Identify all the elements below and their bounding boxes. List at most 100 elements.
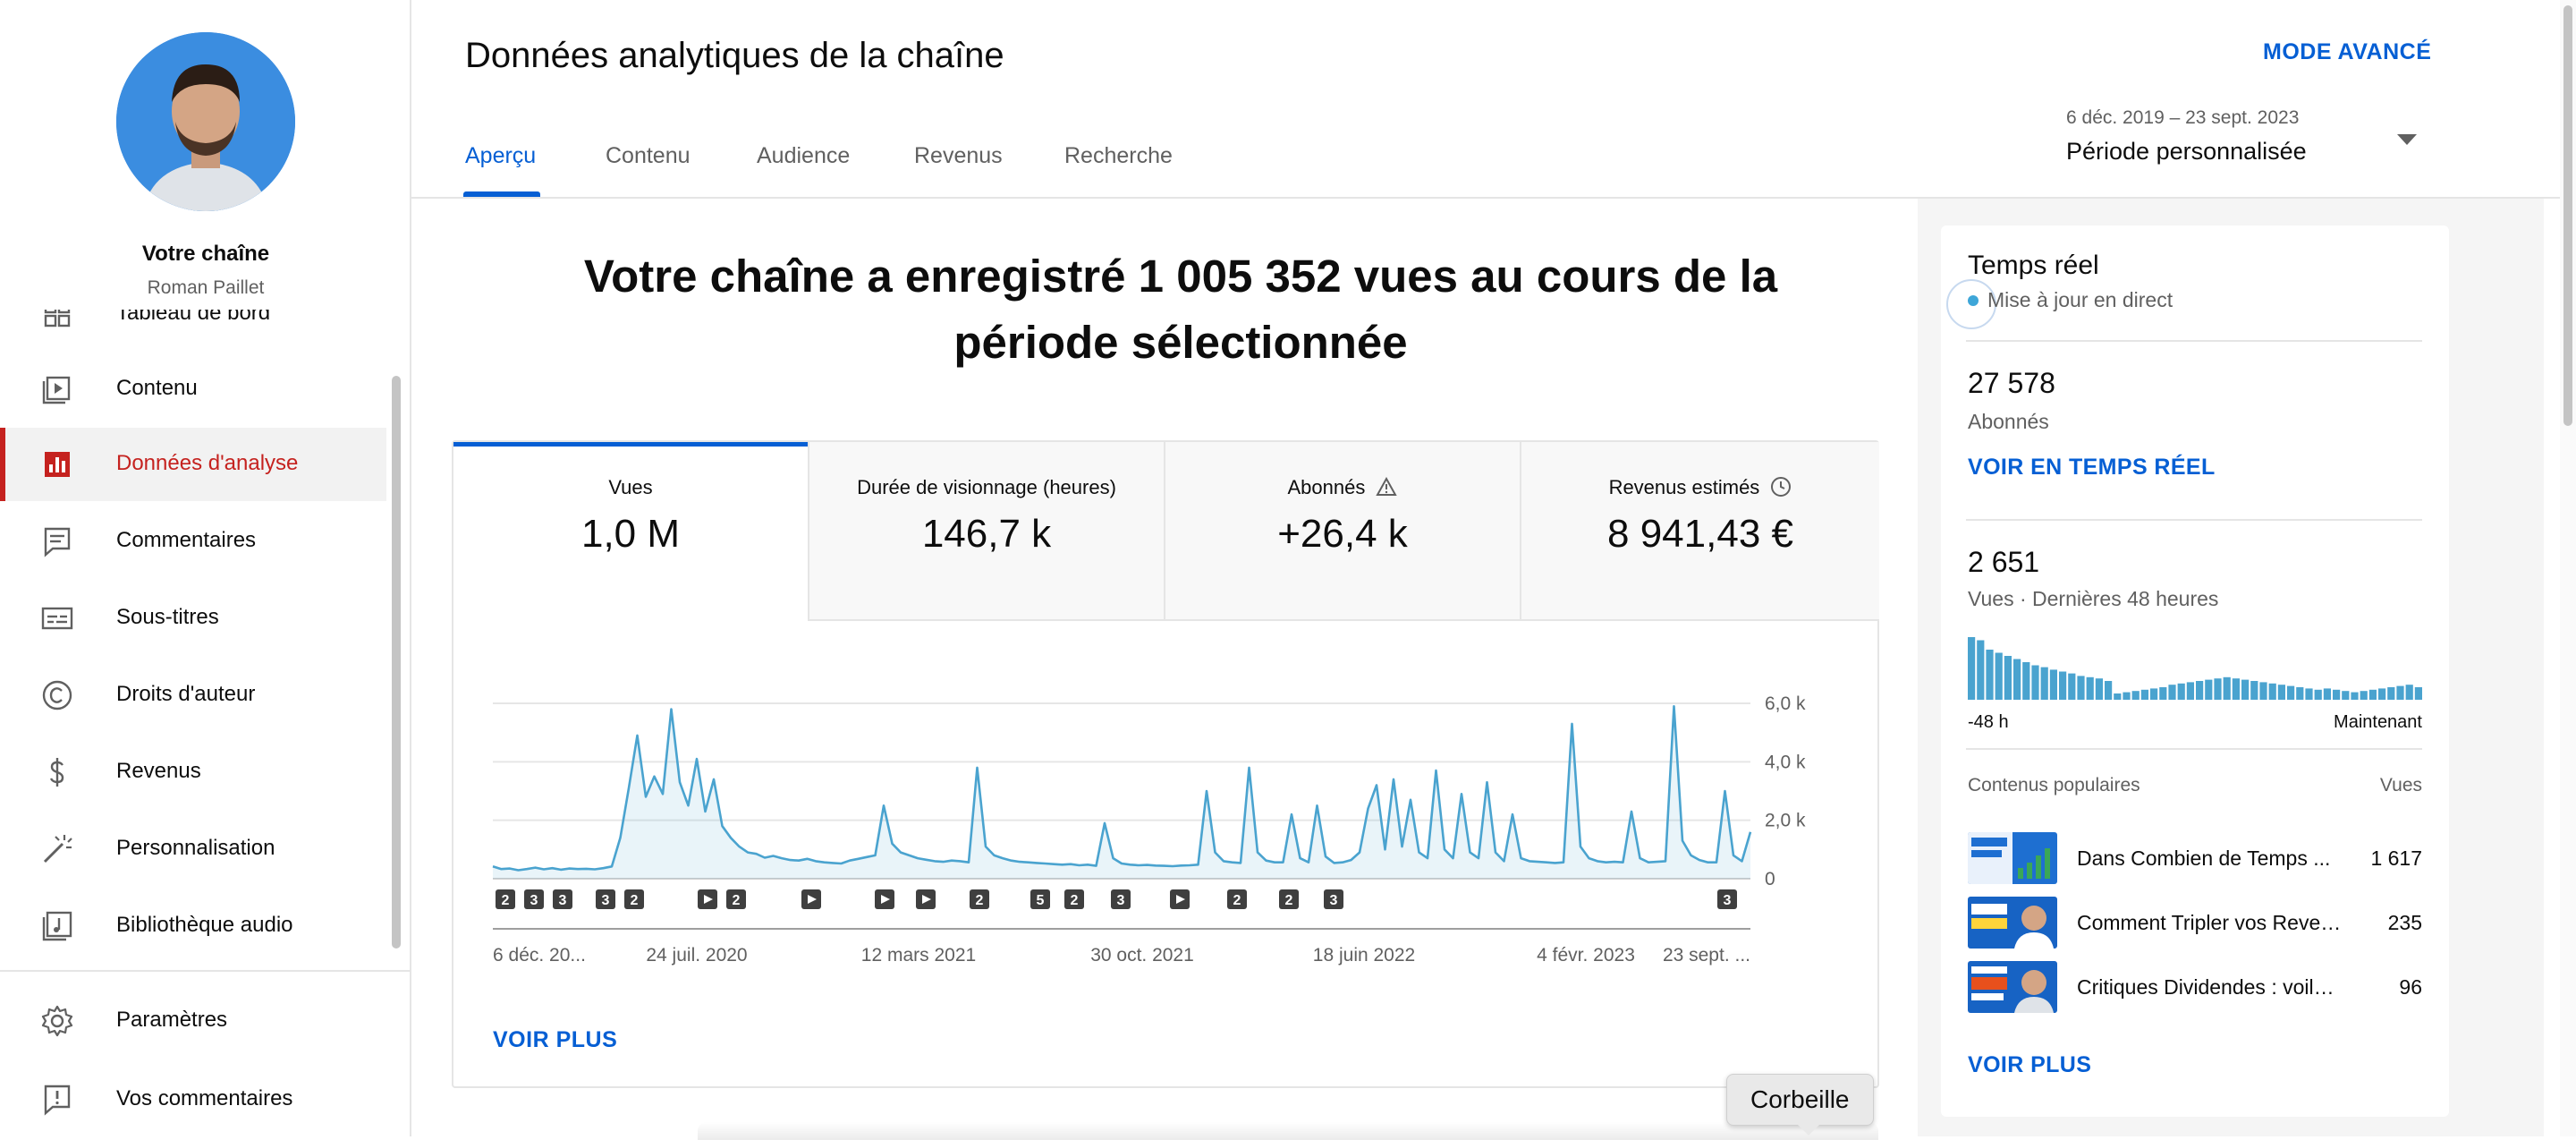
realtime-bar — [2123, 692, 2131, 700]
popular-views-label: Vues — [2379, 775, 2422, 795]
tab-research[interactable]: Recherche — [1064, 143, 1173, 168]
sidebar-item-subtitles[interactable]: Sous-titres — [0, 582, 386, 655]
realtime-bar — [2031, 665, 2039, 700]
views-series-line — [492, 705, 1752, 872]
sidebar-item-feedback[interactable]: Vos commentaires — [0, 1063, 386, 1136]
advanced-mode-button[interactable]: MODE AVANCÉ — [2263, 39, 2432, 64]
header-divider — [411, 197, 2576, 199]
chevron-down-icon[interactable] — [2397, 134, 2417, 145]
tab-revenue[interactable]: Revenus — [914, 143, 1003, 168]
sidebar-item-label: Bibliothèque audio — [116, 913, 293, 937]
realtime-bar — [2259, 682, 2267, 700]
realtime-bar — [2004, 656, 2012, 700]
popular-content-label: Contenus populaires — [1968, 775, 2140, 795]
realtime-card: Temps réel Mise à jour en direct 27 578 … — [1941, 225, 2449, 1117]
tab-audience[interactable]: Audience — [757, 143, 851, 168]
metric-selected-bar — [453, 442, 808, 447]
date-range-text[interactable]: 6 déc. 2019 – 23 sept. 2023 — [2066, 107, 2300, 128]
chart-event-marker — [496, 889, 515, 909]
marker-count: 3 — [1117, 893, 1125, 908]
realtime-bar — [2168, 685, 2176, 700]
realtime-bar — [2314, 689, 2322, 700]
sidebar-item-revenue[interactable]: Revenus — [0, 736, 386, 809]
realtime-bar — [2342, 691, 2350, 700]
period-selector[interactable]: Période personnalisée — [2066, 138, 2307, 165]
avatar[interactable] — [116, 32, 295, 211]
realtime-bar — [1977, 640, 1985, 700]
audio-library-icon — [42, 911, 72, 941]
realtime-bar — [2323, 688, 2331, 700]
realtime-bar — [2305, 688, 2313, 700]
realtime-bar — [2205, 679, 2213, 700]
sidebar-item-dashboard[interactable]: Tableau de bord — [0, 310, 386, 351]
chart-event-marker — [624, 889, 644, 909]
realtime-bar — [2214, 678, 2222, 700]
realtime-subscribers-value: 27 578 — [1968, 367, 2055, 399]
realtime-bar — [2351, 692, 2359, 700]
realtime-bar-chart[interactable] — [1968, 637, 2422, 700]
tab-overview[interactable]: Aperçu — [465, 143, 537, 168]
see-more-button[interactable]: VOIR PLUS — [493, 1027, 618, 1052]
chart-event-marker — [1030, 889, 1050, 909]
tab-content[interactable]: Contenu — [606, 143, 691, 168]
popular-item[interactable]: Comment Tripler vos Reven... 235 — [1968, 897, 2422, 950]
marker-count: 2 — [1285, 893, 1293, 908]
window-scrollbar-thumb[interactable] — [2563, 5, 2572, 426]
realtime-see-more-button[interactable]: VOIR PLUS — [1968, 1052, 2092, 1077]
realtime-bar — [1995, 652, 2003, 700]
popular-item[interactable]: Critiques Dividendes : voilà ... 96 — [1968, 961, 2422, 1015]
realtime-bar — [2095, 678, 2103, 700]
realtime-bar — [2059, 671, 2067, 700]
metric-value: +26,4 k — [1277, 512, 1408, 556]
magic-wand-icon — [43, 835, 72, 864]
popular-item-title: Dans Combien de Temps ... — [2077, 846, 2331, 870]
realtime-bar — [2013, 659, 2021, 700]
sidebar-scrollbar[interactable] — [392, 376, 401, 949]
x-tick-label: 24 juil. 2020 — [646, 945, 747, 966]
realtime-bar — [2077, 676, 2085, 700]
popular-item-views: 96 — [2399, 975, 2422, 999]
subtitles-icon — [41, 607, 73, 630]
sidebar-item-label: Tableau de bord — [116, 310, 271, 325]
y-tick-label: 0 — [1765, 869, 1775, 889]
chart-event-marker — [553, 889, 572, 909]
sidebar-item-customization[interactable]: Personnalisation — [0, 812, 386, 886]
y-tick-label: 2,0 k — [1765, 811, 1806, 831]
realtime-bar — [2414, 687, 2422, 700]
copyright-icon — [42, 680, 72, 710]
metric-tab-views[interactable]: Vues 1,0 M — [453, 442, 809, 621]
video-play-icon — [704, 895, 713, 904]
views-line-chart[interactable]: 0 2,0 k 4,0 k 6,0 k 2 3 3 3 2 2 2 5 2 3 2 2 3 3 6 déc. 20.… — [453, 630, 1877, 1006]
see-realtime-button[interactable]: VOIR EN TEMPS RÉEL — [1968, 455, 2216, 480]
realtime-bar — [2159, 687, 2167, 700]
sidebar-item-label: Données d'analyse — [116, 451, 299, 475]
sidebar-item-label: Revenus — [116, 759, 201, 783]
sidebar-item-analytics[interactable]: Données d'analyse — [0, 428, 386, 501]
video-thumbnail — [1968, 832, 2057, 884]
sidebar-item-content[interactable]: Contenu — [0, 353, 386, 426]
metric-tab-subscribers[interactable]: Abonnés +26,4 k — [1165, 442, 1521, 621]
realtime-bar — [2250, 681, 2258, 700]
metric-tab-revenue[interactable]: Revenus estimés 8 941,43 € — [1521, 442, 1879, 621]
realtime-bar — [2368, 689, 2377, 700]
trash-tooltip: Corbeille — [1726, 1074, 1874, 1126]
chart-event-marker — [524, 889, 544, 909]
realtime-subscribers-label: Abonnés — [1968, 410, 2049, 433]
realtime-bar — [2287, 685, 2295, 700]
realtime-bar — [2296, 687, 2304, 700]
popular-item[interactable]: Dans Combien de Temps ... 1 617 — [1968, 832, 2422, 886]
x-tick-label: 12 mars 2021 — [861, 945, 976, 966]
video-play-icon — [1176, 895, 1185, 904]
metric-value: 1,0 M — [580, 512, 681, 556]
sidebar-item-settings[interactable]: Paramètres — [0, 984, 386, 1058]
views-area — [493, 706, 1750, 879]
video-thumbnail — [1968, 897, 2057, 949]
active-indicator — [0, 428, 5, 501]
realtime-bar — [2040, 667, 2048, 700]
sidebar-item-audio-library[interactable]: Bibliothèque audio — [0, 889, 386, 963]
marker-count: 5 — [1037, 893, 1045, 908]
popular-item-views: 235 — [2387, 911, 2422, 934]
sidebar-item-copyright[interactable]: Droits d'auteur — [0, 659, 386, 732]
sidebar-item-comments[interactable]: Commentaires — [0, 505, 386, 578]
metric-tab-watch-time[interactable]: Durée de visionnage (heures) 146,7 k — [809, 442, 1165, 621]
